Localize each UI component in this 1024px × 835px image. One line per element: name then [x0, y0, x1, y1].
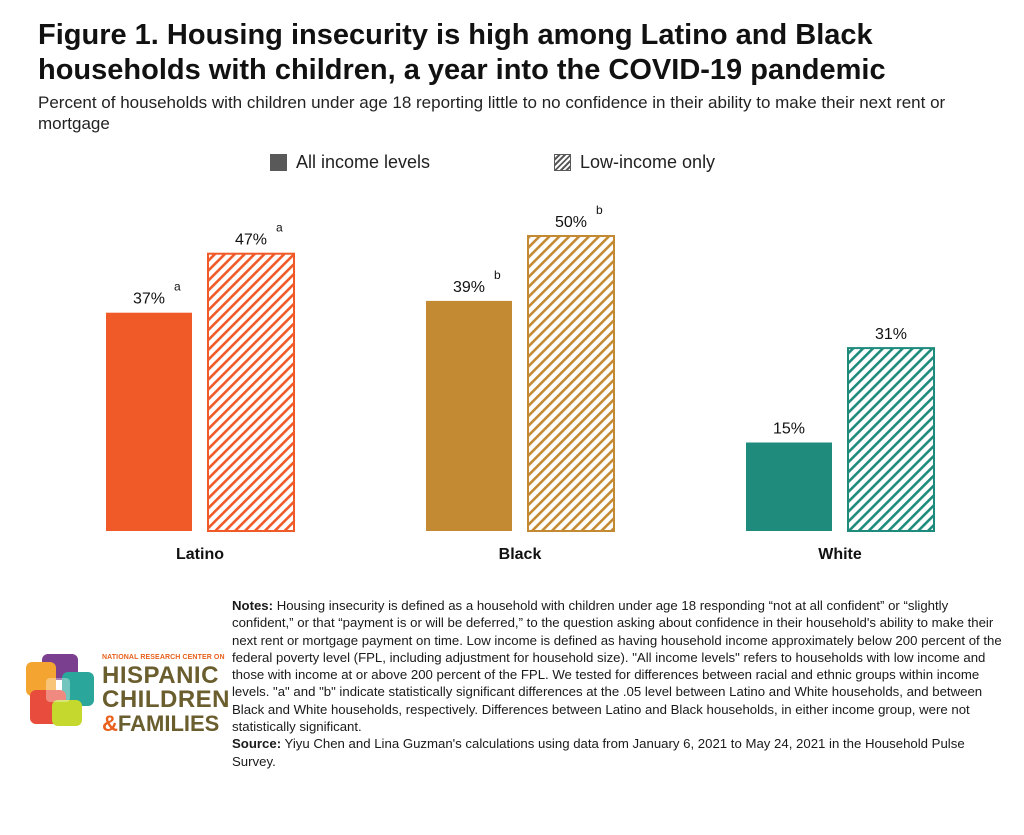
- legend-item-low-income: Low-income only: [554, 152, 715, 173]
- logo-wordmark: NATIONAL RESEARCH CENTER ON HISPANIC CHI…: [102, 654, 230, 736]
- notes-label: Notes:: [232, 598, 274, 613]
- bar-black-all-income: [426, 300, 512, 531]
- bar-white-all-income: [746, 442, 832, 531]
- category-label-latino: Latino: [176, 546, 224, 563]
- bar-white-low-income: [847, 347, 935, 532]
- value-label-black-all-income: 39%: [453, 279, 485, 296]
- chart-title: Figure 1. Housing insecurity is high amo…: [38, 19, 886, 86]
- significance-marker-black-low-income: b: [596, 203, 603, 217]
- value-label-latino-all-income: 37%: [133, 291, 165, 308]
- category-label-black: Black: [499, 546, 542, 563]
- category-label-white: White: [818, 546, 862, 563]
- chart-subtitle: Percent of households with children unde…: [38, 93, 946, 133]
- organization-logo: NATIONAL RESEARCH CENTER ON HISPANIC CHI…: [22, 650, 230, 736]
- logo-line-children: CHILDREN: [102, 686, 230, 713]
- bar-chart: 37% a 47% a Latino 39% b 50% b Black 15% 31% White: [106, 203, 935, 563]
- bar-latino-low-income: [207, 252, 295, 532]
- logo-line-org: NATIONAL RESEARCH CENTER ON: [102, 654, 225, 661]
- source-label: Source:: [232, 736, 282, 752]
- logo-mark-icon: [26, 654, 94, 726]
- significance-marker-latino-all-income: a: [174, 280, 181, 294]
- legend: All income levels Low-income only: [0, 152, 1024, 176]
- source-text: Yiyu Chen and Lina Guzman's calculations…: [232, 736, 965, 769]
- legend-swatch-solid: [270, 154, 287, 171]
- logo-line-hispanic: HISPANIC: [102, 662, 219, 689]
- legend-label-all-income: All income levels: [296, 152, 431, 172]
- legend-swatch-hatched: [554, 154, 571, 171]
- value-label-white-low-income: 31%: [875, 326, 907, 343]
- logo-line-families: &FAMILIES: [102, 712, 227, 736]
- value-label-black-low-income: 50%: [555, 214, 587, 231]
- significance-marker-latino-low-income: a: [276, 221, 283, 235]
- bar-latino-all-income: [106, 312, 192, 531]
- notes-text: Housing insecurity is defined as a house…: [232, 598, 1002, 735]
- legend-item-all-income: All income levels: [270, 152, 430, 173]
- source-paragraph: Source: Yiyu Chen and Lina Guzman's calc…: [232, 735, 1002, 770]
- legend-label-low-income: Low-income only: [580, 152, 716, 172]
- logo-families-text: FAMILIES: [117, 711, 220, 736]
- significance-marker-black-all-income: b: [494, 268, 501, 282]
- notes-paragraph: Notes: Housing insecurity is defined as …: [232, 597, 1002, 735]
- value-label-latino-low-income: 47%: [235, 232, 267, 249]
- bar-black-low-income: [527, 235, 615, 532]
- logo-ampersand: &: [102, 711, 118, 736]
- notes-section: Notes: Housing insecurity is defined as …: [232, 597, 1002, 770]
- value-label-white-all-income: 15%: [773, 421, 805, 438]
